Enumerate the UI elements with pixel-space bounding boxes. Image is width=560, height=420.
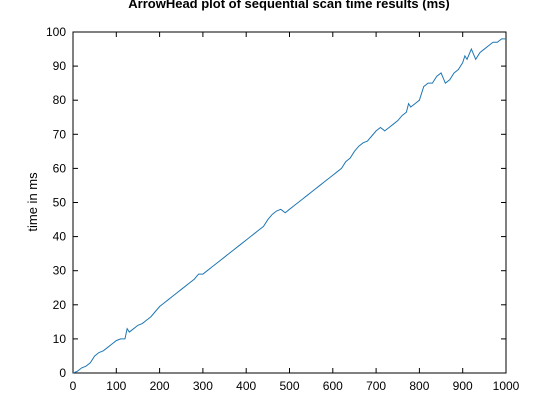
- chart-title: ArrowHead plot of sequential scan time r…: [128, 0, 449, 11]
- y-axis-label: time in ms: [25, 172, 40, 232]
- x-tick-label: 900: [453, 379, 473, 393]
- x-tick-label: 1000: [493, 379, 520, 393]
- series-line: [73, 39, 506, 373]
- y-tick-label: 20: [53, 298, 67, 312]
- x-tick-label: 300: [193, 379, 213, 393]
- y-tick-label: 0: [59, 366, 66, 380]
- x-tick-label: 500: [279, 379, 299, 393]
- y-tick-label: 30: [53, 264, 67, 278]
- x-tick-label: 700: [366, 379, 386, 393]
- y-tick-label: 90: [53, 59, 67, 73]
- y-tick-label: 70: [53, 127, 67, 141]
- x-tick-label: 800: [409, 379, 429, 393]
- y-tick-label: 60: [53, 161, 67, 175]
- x-tick-label: 600: [323, 379, 343, 393]
- y-tick-label: 100: [46, 25, 66, 39]
- y-tick-label: 80: [53, 93, 67, 107]
- x-tick-label: 400: [236, 379, 256, 393]
- y-tick-label: 40: [53, 230, 67, 244]
- y-tick-label: 50: [53, 196, 67, 210]
- x-tick-label: 100: [106, 379, 126, 393]
- y-tick-label: 10: [53, 332, 67, 346]
- plot-frame: [73, 32, 506, 373]
- x-tick-label: 200: [150, 379, 170, 393]
- x-tick-label: 0: [70, 379, 77, 393]
